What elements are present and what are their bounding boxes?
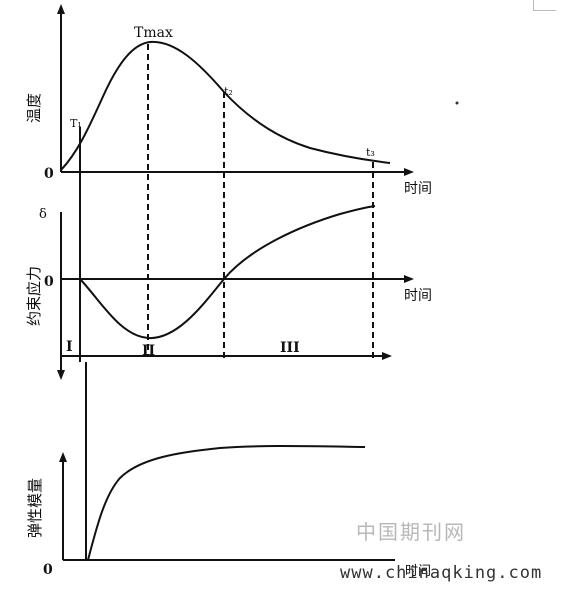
temperature-panel: 温度 时间 0 T₁ Tmax t₂ t₃ (25, 4, 432, 197)
modulus-curve (87, 445, 366, 561)
modulus-time-label: 时间 (405, 564, 431, 579)
temperature-origin-label: 0 (44, 166, 54, 182)
stress-zero-label: 0 (44, 274, 54, 290)
stress-delta-label: δ (39, 207, 47, 222)
modulus-origin-label: 0 (43, 562, 53, 578)
temperature-curve (60, 40, 391, 171)
label-t3: t₃ (366, 146, 375, 159)
stress-curve (79, 205, 376, 340)
watermark-url: www.chinaqking.com (340, 563, 543, 583)
temperature-time-label: 时间 (404, 181, 432, 197)
label-t2: t₂ (224, 85, 233, 98)
modulus-axis-title: 弹性模量 (26, 478, 44, 538)
stage-label-1: I (66, 339, 73, 355)
label-tmax: Tmax (134, 25, 173, 41)
temperature-axis-title: 温度 (25, 93, 43, 123)
label-t1: T₁ (70, 117, 82, 130)
stress-axis-title: 约束应力 (25, 266, 43, 326)
watermark-chinese: 中国期刊网 (356, 520, 466, 544)
image-speck (455, 101, 459, 105)
stress-time-label: 时间 (404, 288, 432, 304)
connector-lines (79, 44, 374, 362)
stress-panel: 约束应力 时间 0 δ I II III (25, 205, 432, 380)
stage-label-2: II (142, 343, 155, 359)
modulus-panel: 弹性模量 时间 0 (26, 362, 431, 579)
corner-frame-mark (533, 0, 556, 11)
stage-label-3: III (280, 340, 300, 356)
